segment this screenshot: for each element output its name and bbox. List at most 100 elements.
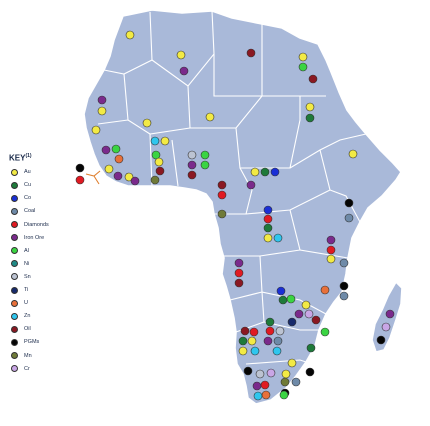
marker-zn bbox=[272, 346, 282, 356]
marker-iron-ore bbox=[101, 145, 111, 155]
marker-au bbox=[142, 118, 152, 128]
marker-zn bbox=[150, 136, 160, 146]
marker-sn bbox=[275, 326, 285, 336]
key-label: Mn bbox=[24, 352, 32, 359]
key-label: U bbox=[24, 300, 28, 307]
marker-oil bbox=[308, 74, 318, 84]
marker-iron-ore bbox=[179, 66, 189, 76]
marker-au bbox=[176, 50, 186, 60]
key-swatch bbox=[11, 207, 18, 215]
marker-u bbox=[320, 285, 330, 295]
marker-au bbox=[91, 125, 101, 135]
marker-coal bbox=[339, 291, 349, 301]
marker-coal bbox=[291, 377, 301, 387]
key-label: Au bbox=[24, 169, 31, 176]
resource-markers bbox=[75, 30, 395, 401]
marker-iron-ore bbox=[246, 180, 256, 190]
marker-al bbox=[320, 327, 330, 337]
marker-au bbox=[281, 369, 291, 379]
marker-au bbox=[305, 102, 315, 112]
marker-al bbox=[279, 390, 289, 400]
key-swatch bbox=[11, 299, 18, 307]
key-item-u: U bbox=[9, 297, 49, 310]
marker-diamonds bbox=[234, 268, 244, 278]
key-item-mn: Mn bbox=[9, 349, 49, 362]
marker-iron-ore bbox=[97, 95, 107, 105]
marker-oil bbox=[311, 315, 321, 325]
marker-diamonds bbox=[260, 380, 270, 390]
key-item-coal: Coal bbox=[9, 205, 49, 218]
key-label: Iron Ore bbox=[24, 234, 45, 241]
marker-u bbox=[114, 154, 124, 164]
marker-u bbox=[261, 390, 271, 400]
marker-diamonds bbox=[263, 214, 273, 224]
marker-oil bbox=[187, 170, 197, 180]
marker-zn bbox=[273, 233, 283, 243]
marker-iron-ore bbox=[263, 336, 273, 346]
key-swatch bbox=[11, 352, 18, 360]
key-item-sn: Sn bbox=[9, 270, 49, 283]
marker-al bbox=[286, 294, 296, 304]
marker-cu bbox=[306, 343, 316, 353]
marker-cu bbox=[278, 295, 288, 305]
marker-au bbox=[238, 346, 248, 356]
key-label: Cr bbox=[24, 365, 30, 372]
marker-ti bbox=[287, 317, 297, 327]
marker-mn bbox=[217, 209, 227, 219]
marker-cu bbox=[305, 113, 315, 123]
key-swatch bbox=[11, 260, 18, 268]
marker-au bbox=[97, 106, 107, 116]
marker-zn bbox=[253, 391, 263, 401]
marker-al bbox=[200, 150, 210, 160]
key-title: KEY(1) bbox=[9, 153, 49, 163]
key-swatch bbox=[11, 194, 18, 202]
key-label: Co bbox=[24, 195, 32, 202]
key-swatch bbox=[11, 286, 18, 294]
marker-au bbox=[301, 300, 311, 310]
marker-coal bbox=[339, 258, 349, 268]
marker-diamonds bbox=[265, 326, 275, 336]
marker-sn bbox=[187, 150, 197, 160]
marker-pgms bbox=[339, 281, 349, 291]
key-label: Coal bbox=[24, 208, 36, 215]
key-swatch bbox=[11, 325, 18, 333]
marker-coal bbox=[273, 336, 283, 346]
marker-mn bbox=[150, 175, 160, 185]
marker-oil bbox=[234, 278, 244, 288]
key-item-ti: Ti bbox=[9, 284, 49, 297]
marker-au bbox=[125, 30, 135, 40]
marker-mn bbox=[280, 377, 290, 387]
marker-pgms bbox=[75, 163, 85, 173]
marker-pgms bbox=[243, 366, 253, 376]
marker-coal bbox=[344, 213, 354, 223]
marker-iron-ore bbox=[252, 381, 262, 391]
marker-cu bbox=[260, 167, 270, 177]
marker-sn bbox=[255, 369, 265, 379]
marker-iron-ore bbox=[187, 160, 197, 170]
marker-cu bbox=[263, 223, 273, 233]
key-item-co: Co bbox=[9, 192, 49, 205]
marker-co bbox=[270, 167, 280, 177]
marker-iron-ore bbox=[234, 258, 244, 268]
key-swatch bbox=[11, 338, 18, 346]
marker-au bbox=[247, 336, 257, 346]
key-label: Zn bbox=[24, 313, 31, 320]
key-label: Ti bbox=[24, 287, 29, 294]
senegal-callout-connector bbox=[85, 170, 101, 185]
marker-cu bbox=[238, 336, 248, 346]
marker-au bbox=[348, 149, 358, 159]
marker-au bbox=[104, 164, 114, 174]
key-swatch bbox=[11, 168, 18, 176]
marker-iron-ore bbox=[130, 176, 140, 186]
marker-al bbox=[298, 62, 308, 72]
marker-iron-ore bbox=[385, 309, 395, 319]
marker-au bbox=[326, 254, 336, 264]
key-item-diamonds: Diamonds bbox=[9, 218, 49, 231]
key-label: Al bbox=[24, 247, 29, 254]
marker-iron-ore bbox=[326, 235, 336, 245]
country-borders bbox=[97, 10, 367, 365]
key-swatch bbox=[11, 181, 18, 189]
marker-diamonds bbox=[326, 245, 336, 255]
marker-pgms bbox=[376, 335, 386, 345]
